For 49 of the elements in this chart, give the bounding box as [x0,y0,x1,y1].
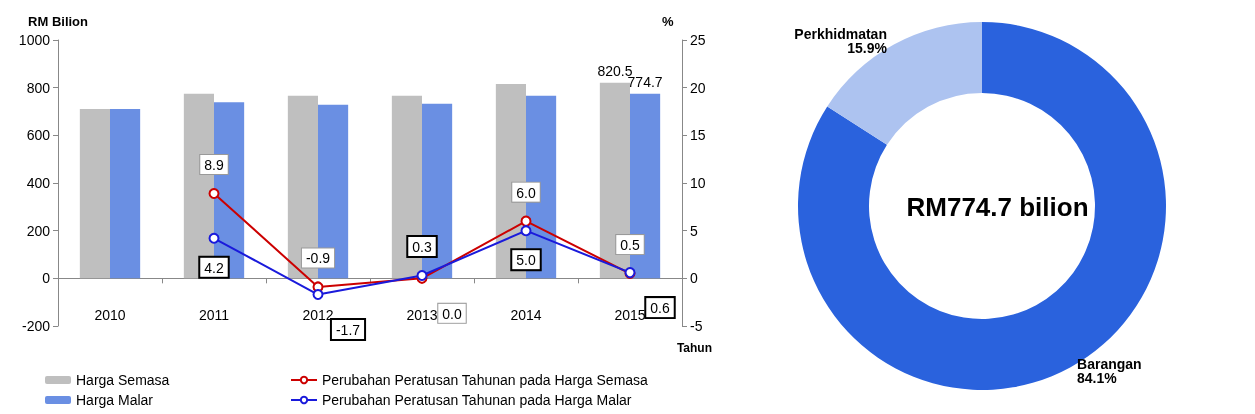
y-tick-label: 1000 [18,32,51,48]
legend-label: Harga Semasa [76,372,170,388]
legend-label: Perubahan Peratusan Tahunan pada Harga Semasa [322,372,649,388]
x-axis-title: Tahun [676,341,713,355]
x-tick-label: 2010 [94,307,126,323]
y2-tick-label: 0 [690,270,698,287]
data-label: 0.6 [650,300,670,317]
y2-tick-label: 15 [690,127,706,144]
y-tick-label: 200 [26,222,51,239]
x-tick-label: 2012 [302,307,334,323]
point [208,232,220,244]
y2-tick-label: 5 [690,222,698,239]
point [312,289,324,301]
legend-label: Harga Malar [76,392,154,408]
y-tick-label: -200 [21,318,51,334]
y-tick-label: 0 [42,270,51,287]
bar [110,109,141,279]
y-tick-label: 400 [26,175,51,191]
y2-tick-label: 20 [690,79,706,96]
y2-tick-label: 10 [690,175,706,191]
x-tick-label: 2013 [406,307,438,323]
x-tick-label: 2011 [198,307,230,323]
data-label: 6.0 [516,184,536,201]
text: RM774.7 bilion [906,192,1089,222]
data-label: 84.1% [1077,370,1118,387]
y-tick-label: 600 [26,127,51,144]
point [520,215,532,227]
data-label: 0.5 [620,237,640,254]
y2-tick-label: 25 [690,32,706,48]
data-label: 0.3 [412,238,432,255]
data-label: 820.5 [597,62,633,79]
point [208,187,220,199]
data-label: 5.0 [516,252,536,269]
data-label: -0.9 [305,250,331,267]
slice-label: Barangan [1077,356,1142,373]
slice-label: Perkhidmatan [794,25,887,42]
data-label: 15.9% [847,39,888,56]
y-axis-title: RM Bilion [28,14,89,29]
data-label: 4.2 [204,259,224,276]
y2-tick-label: -5 [690,318,703,334]
y-tick-label: 800 [26,79,51,96]
legend-label: Perubahan Peratusan Tahunan pada Harga Malar [322,392,632,408]
x-tick-label: 2014 [510,307,542,323]
data-label: 8.9 [204,156,224,173]
bar [79,109,110,279]
point [520,225,532,237]
y2-axis-title: % [662,14,674,29]
data-label: -1.7 [335,322,361,339]
data-label: 0.0 [442,305,462,322]
